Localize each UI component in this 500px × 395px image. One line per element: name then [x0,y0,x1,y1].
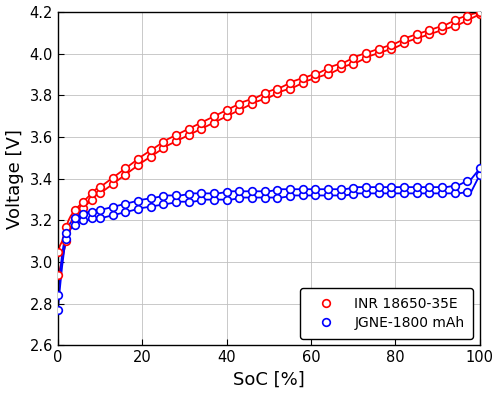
JGNE-1800 mAh [477,172,483,177]
INR 18650-35E [224,114,230,118]
JGNE-1800 mAh [401,191,407,196]
JGNE-1800 mAh [211,197,217,202]
Y-axis label: Voltage [V]: Voltage [V] [6,129,24,229]
JGNE-1800 mAh [262,195,268,200]
INR 18650-35E [262,96,268,101]
INR 18650-35E [135,163,141,167]
INR 18650-35E [148,154,154,159]
JGNE-1800 mAh [122,210,128,214]
JGNE-1800 mAh [55,308,61,312]
JGNE-1800 mAh [80,218,86,223]
INR 18650-35E [464,18,470,23]
INR 18650-35E [350,61,356,66]
JGNE-1800 mAh [88,216,94,221]
JGNE-1800 mAh [287,194,293,199]
INR 18650-35E [363,56,369,60]
JGNE-1800 mAh [173,200,179,205]
INR 18650-35E [64,239,70,244]
INR 18650-35E [312,76,318,81]
INR 18650-35E [388,47,394,51]
JGNE-1800 mAh [135,207,141,211]
INR 18650-35E [72,218,78,223]
JGNE-1800 mAh [376,191,382,196]
INR 18650-35E [55,272,61,277]
JGNE-1800 mAh [388,191,394,196]
JGNE-1800 mAh [439,191,445,196]
INR 18650-35E [274,91,280,96]
INR 18650-35E [173,139,179,144]
JGNE-1800 mAh [249,195,255,200]
Legend: INR 18650-35E, JGNE-1800 mAh: INR 18650-35E, JGNE-1800 mAh [300,288,473,339]
JGNE-1800 mAh [325,193,331,198]
JGNE-1800 mAh [64,237,70,242]
INR 18650-35E [452,24,458,28]
INR 18650-35E [249,102,255,106]
INR 18650-35E [477,12,483,17]
JGNE-1800 mAh [464,190,470,194]
X-axis label: SoC [%]: SoC [%] [233,371,305,389]
INR 18650-35E [186,133,192,137]
INR 18650-35E [97,191,103,196]
Line: INR 18650-35E: INR 18650-35E [54,10,484,278]
INR 18650-35E [110,182,116,186]
INR 18650-35E [300,81,306,85]
JGNE-1800 mAh [224,197,230,202]
JGNE-1800 mAh [414,191,420,196]
Line: JGNE-1800 mAh: JGNE-1800 mAh [54,171,484,314]
INR 18650-35E [236,108,242,113]
JGNE-1800 mAh [274,195,280,200]
INR 18650-35E [376,51,382,55]
INR 18650-35E [287,86,293,91]
INR 18650-35E [401,41,407,46]
INR 18650-35E [211,120,217,125]
JGNE-1800 mAh [350,192,356,196]
JGNE-1800 mAh [186,199,192,204]
INR 18650-35E [88,197,94,202]
JGNE-1800 mAh [97,216,103,221]
JGNE-1800 mAh [426,191,432,196]
JGNE-1800 mAh [148,204,154,209]
INR 18650-35E [439,28,445,32]
JGNE-1800 mAh [338,193,344,198]
JGNE-1800 mAh [363,191,369,196]
JGNE-1800 mAh [236,196,242,201]
JGNE-1800 mAh [110,213,116,218]
JGNE-1800 mAh [72,222,78,227]
INR 18650-35E [198,126,204,131]
JGNE-1800 mAh [300,193,306,198]
INR 18650-35E [122,172,128,177]
INR 18650-35E [325,71,331,76]
INR 18650-35E [414,36,420,41]
INR 18650-35E [338,66,344,71]
INR 18650-35E [80,205,86,210]
INR 18650-35E [160,146,166,150]
INR 18650-35E [426,32,432,37]
JGNE-1800 mAh [160,202,166,207]
JGNE-1800 mAh [452,191,458,196]
JGNE-1800 mAh [312,193,318,198]
JGNE-1800 mAh [198,198,204,203]
